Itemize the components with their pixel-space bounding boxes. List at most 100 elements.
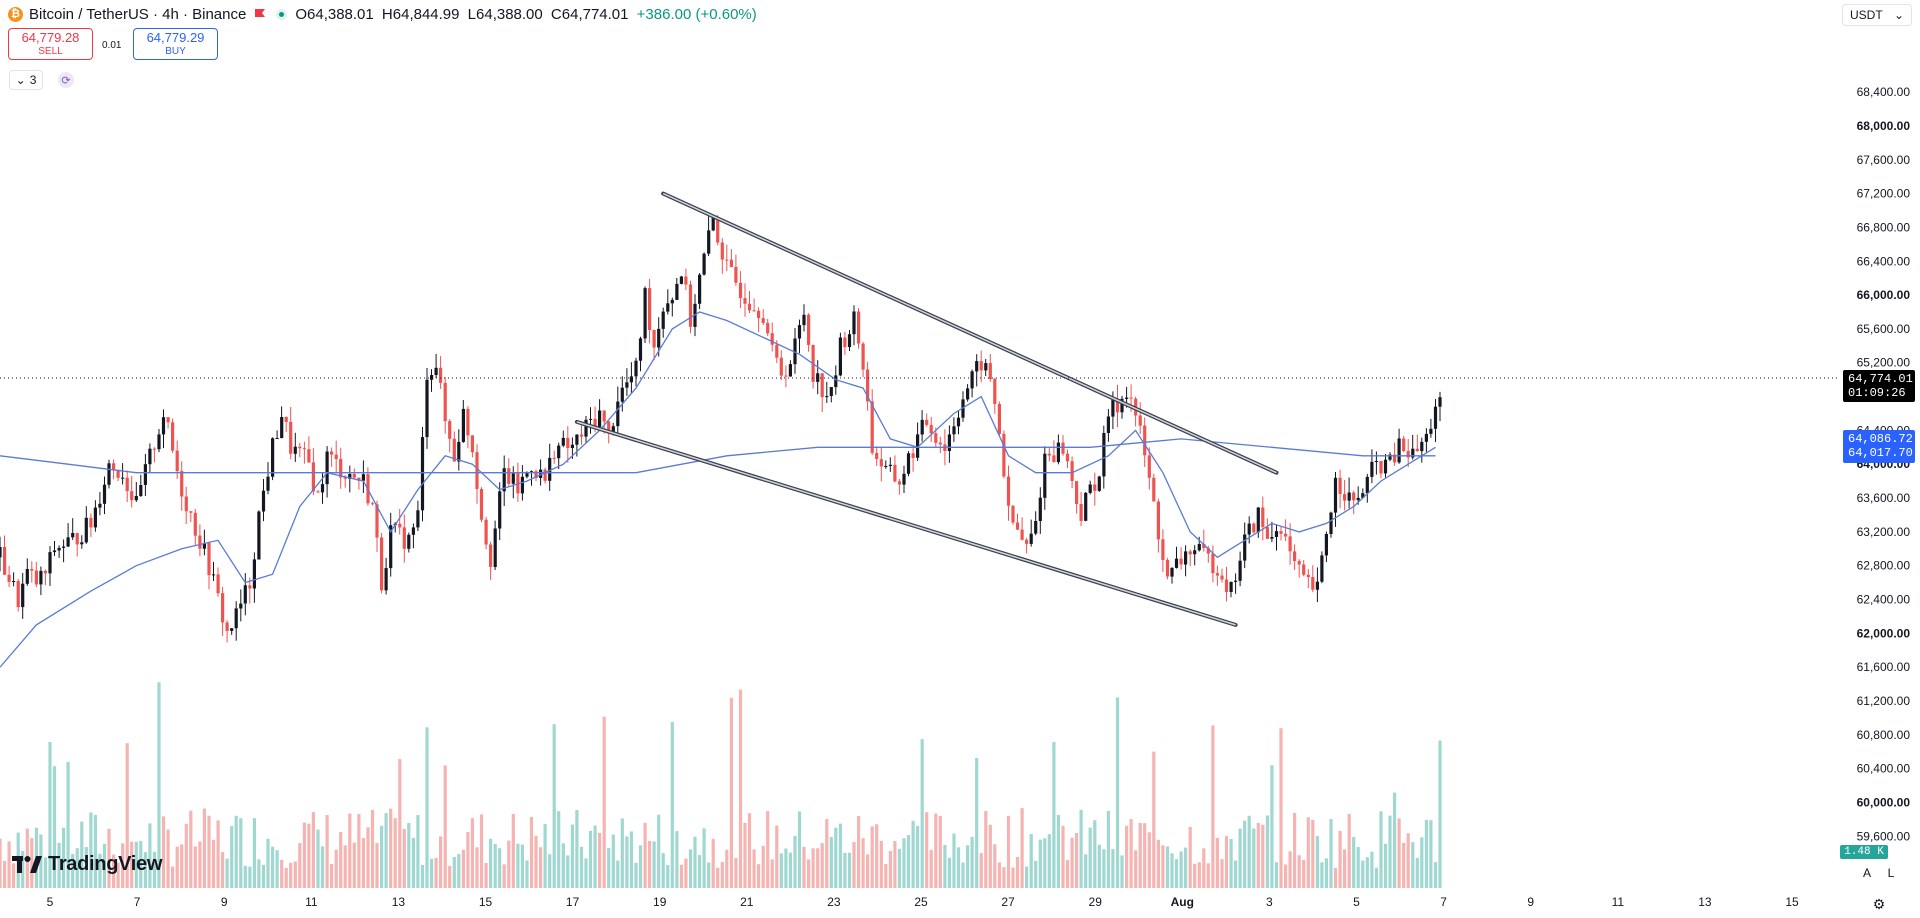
candle-body	[1424, 433, 1428, 442]
auto-scale-button[interactable]: A	[1862, 866, 1871, 880]
volume-bar	[452, 857, 456, 888]
volume-bar	[1125, 825, 1129, 888]
candle-body	[816, 373, 820, 382]
candle-body	[457, 441, 461, 462]
volume-bar	[1224, 836, 1229, 888]
candle-body	[1061, 442, 1065, 454]
volume-bar	[157, 682, 161, 888]
candle-body	[243, 585, 247, 604]
candle-body	[420, 437, 425, 511]
volume-bar	[688, 849, 693, 888]
volume-bar	[766, 811, 770, 888]
volume-bar	[570, 824, 574, 888]
volume-bar	[489, 838, 493, 888]
settings-gear-icon[interactable]: ⚙	[1872, 895, 1886, 912]
candle-body	[1047, 453, 1051, 456]
buy-button[interactable]: 64,779.29 BUY	[133, 28, 218, 60]
candle-body	[261, 490, 266, 512]
volume-bar	[525, 860, 529, 888]
candle-body	[334, 454, 338, 459]
sync-icon[interactable]: ⟳	[58, 72, 74, 88]
volume-bar	[543, 824, 547, 888]
candle-body	[875, 452, 879, 459]
candle-body	[1015, 522, 1020, 530]
volume-bar	[979, 853, 983, 888]
candle-body	[607, 421, 611, 434]
volume-bar	[1061, 825, 1065, 888]
candle-body	[1229, 581, 1233, 592]
candle-body	[489, 544, 493, 567]
volume-bar	[666, 864, 670, 888]
candle-body	[498, 491, 502, 529]
candle-body	[1034, 521, 1038, 534]
volume-bar	[1424, 819, 1428, 888]
volume-bar	[361, 838, 365, 888]
candle-body	[1029, 533, 1033, 544]
chevron-down-icon: ⌄	[15, 73, 26, 87]
volume-bar	[189, 810, 193, 888]
candle-body	[16, 581, 20, 608]
volume-bar	[1429, 820, 1433, 888]
volume-bar	[348, 813, 352, 888]
candle-body	[380, 537, 384, 591]
indicators-toggle[interactable]: ⌄ 3	[9, 70, 43, 90]
volume-bar	[1279, 728, 1283, 888]
volume-bar	[198, 841, 202, 888]
candle-body	[1238, 560, 1242, 581]
tradingview-logo[interactable]: TradingView	[12, 853, 162, 876]
candle-body	[1429, 428, 1433, 434]
volume-bar	[370, 810, 375, 888]
candle-body	[316, 491, 320, 493]
candle-body	[1043, 453, 1047, 498]
price-axis: 68,400.00 68,000.00 67,600.00 67,200.00 66,8…	[1857, 85, 1911, 843]
candle-body	[925, 419, 929, 425]
volume-bar	[993, 844, 997, 888]
volume-bar	[707, 862, 711, 888]
volume-bar	[829, 837, 833, 888]
volume-bar	[1288, 851, 1292, 888]
candle-body	[879, 459, 883, 467]
symbol-title[interactable]: Bitcoin / TetherUS · 4h · Binance	[29, 5, 247, 23]
candle-body	[89, 517, 93, 528]
candle-body	[98, 503, 102, 508]
volume-bar	[230, 826, 234, 888]
ma-fast-line	[0, 311, 1436, 668]
candle-body	[1106, 416, 1110, 433]
volume-bar	[1106, 811, 1110, 888]
volume-bar	[539, 847, 543, 888]
candle-body	[325, 451, 329, 485]
flag-icon[interactable]	[254, 8, 266, 20]
candle-body	[952, 426, 956, 435]
candle-body	[466, 408, 470, 436]
time-tick-label: 21	[740, 895, 754, 909]
volume-bar	[1179, 851, 1183, 888]
candle-body	[725, 259, 729, 261]
volume-bar	[434, 857, 438, 888]
candle-body	[370, 503, 375, 505]
volume-bar	[843, 852, 847, 888]
currency-select[interactable]: USDT ⌄	[1842, 4, 1912, 26]
candle-body	[62, 546, 66, 548]
volume-bar	[1229, 839, 1233, 888]
candle-body	[1397, 438, 1401, 463]
candle-body	[661, 311, 665, 329]
log-scale-button[interactable]: L	[1887, 866, 1895, 880]
volume-bar	[3, 861, 7, 888]
volume-bar	[139, 841, 143, 888]
volume-bar	[1274, 862, 1279, 888]
candle-body	[825, 396, 829, 398]
candle-body	[343, 477, 347, 479]
sell-button[interactable]: 64,779.28 SELL	[8, 28, 93, 60]
volume-bar	[1147, 832, 1151, 888]
volume-bar	[520, 844, 524, 888]
candle-body	[1247, 523, 1251, 535]
volume-bar	[439, 836, 443, 888]
volume-bar	[920, 739, 924, 888]
volume-bar	[852, 842, 856, 888]
candle-body	[1079, 504, 1083, 521]
volume-bar	[289, 862, 293, 888]
volume-bar	[807, 859, 811, 888]
volume-bar	[261, 864, 266, 888]
volume-bar	[12, 863, 16, 888]
